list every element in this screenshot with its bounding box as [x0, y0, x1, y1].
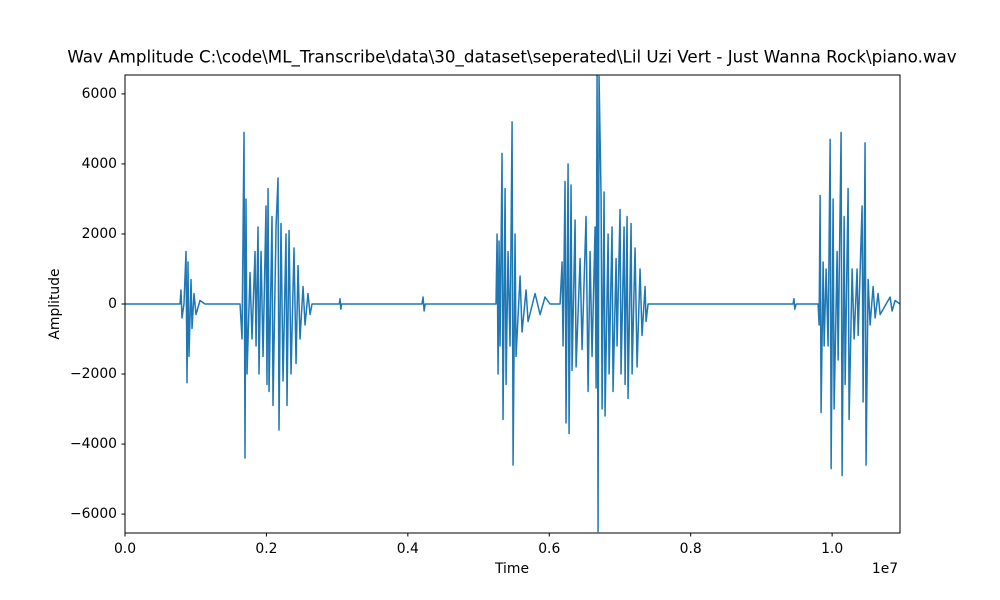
chart-title: Wav Amplitude C:\code\ML_Transcribe\data…	[67, 47, 956, 68]
y-tick-label: 6000	[82, 86, 117, 102]
x-tick-label: 0.4	[397, 541, 419, 557]
plot-area	[125, 75, 900, 533]
waveform-line	[125, 75, 900, 533]
x-tick-label: 0.0	[114, 541, 136, 557]
y-tick-label: −6000	[70, 506, 117, 522]
x-offset-label: 1e7	[872, 561, 898, 577]
y-tick-label: −2000	[70, 366, 117, 382]
x-tick-label: 1.0	[821, 541, 843, 557]
x-tick-label: 0.2	[255, 541, 277, 557]
y-tick-label: 2000	[82, 226, 117, 242]
y-axis-label: Amplitude	[47, 268, 63, 339]
y-tick-label: −4000	[70, 436, 117, 452]
x-axis-label: Time	[494, 561, 529, 577]
y-tick-label: 4000	[82, 156, 117, 172]
x-tick-label: 0.6	[538, 541, 560, 557]
y-tick-label: 0	[108, 296, 117, 312]
x-tick-label: 0.8	[680, 541, 702, 557]
